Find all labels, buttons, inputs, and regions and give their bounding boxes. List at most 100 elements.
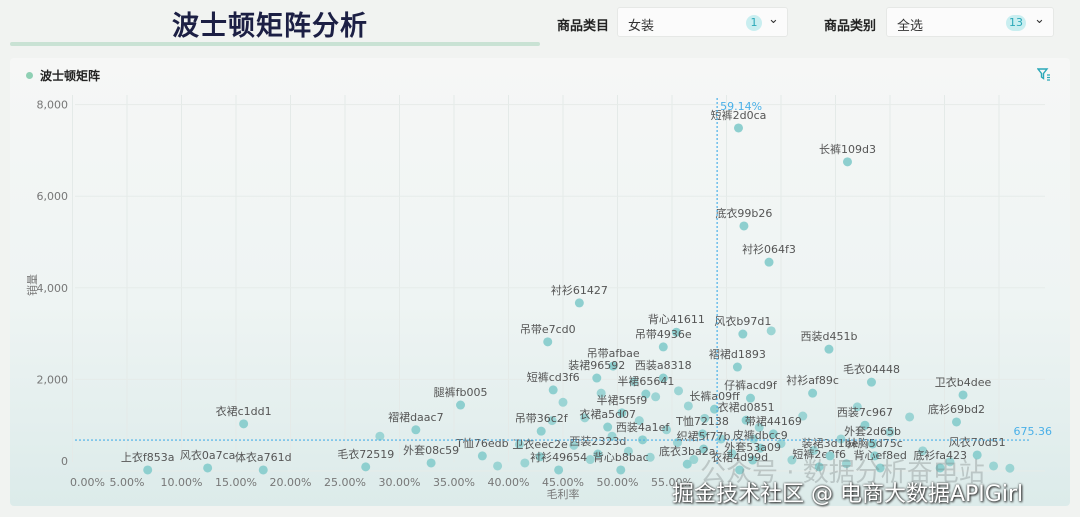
data-point-label: 短裤cd3f6 <box>527 370 580 384</box>
data-point-label: 卫衣b4dee <box>935 375 992 389</box>
data-point <box>768 429 778 439</box>
data-point <box>870 451 880 461</box>
category-filter-label: 商品类目 <box>557 19 610 34</box>
data-point <box>543 337 553 347</box>
data-point <box>885 427 895 437</box>
type-count-badge: 13 <box>1006 15 1026 31</box>
data-point <box>375 431 385 441</box>
data-point <box>732 362 742 372</box>
data-point-label: 底衣99b26 <box>715 206 772 220</box>
data-point <box>638 435 648 445</box>
chevron-down-icon[interactable]: ⌄ <box>1034 12 1045 27</box>
x-tick-label: 25.00% <box>324 476 366 489</box>
data-point <box>749 434 759 444</box>
watermark: 掘金技术社区 @ 电商大数据APIGirl <box>672 482 1024 507</box>
data-point <box>766 326 776 336</box>
data-point-label: 体衣a761d <box>235 450 292 464</box>
x-tick-label: 30.00% <box>379 476 421 489</box>
data-point <box>554 465 564 475</box>
x-tick-label: 55.00% <box>651 476 693 489</box>
data-point <box>918 446 928 456</box>
data-point <box>716 434 726 444</box>
data-point <box>548 385 558 395</box>
page-title: 波士顿矩阵分析 <box>172 11 368 42</box>
data-point <box>645 452 655 462</box>
card-title-dot <box>26 72 33 79</box>
x-tick-label: 20.00% <box>270 476 312 489</box>
data-point <box>739 221 749 231</box>
y-tick-label: 6,000 <box>37 190 69 203</box>
data-point <box>671 327 681 337</box>
data-point-label: 背心ef8ed <box>853 448 906 462</box>
data-point <box>852 402 862 412</box>
data-point-label: 半裙5f5f9 <box>596 393 647 407</box>
data-point-label: 衣裙c1dd1 <box>216 404 272 418</box>
type-select[interactable]: 全选 13 ⌄ <box>886 7 1054 37</box>
data-point <box>798 411 808 421</box>
filter-icon[interactable] <box>1037 67 1051 81</box>
data-point <box>958 390 968 400</box>
data-point <box>536 426 546 436</box>
data-point <box>738 329 748 339</box>
data-point <box>787 455 797 465</box>
data-point-label: 毛衣04448 <box>843 362 900 376</box>
data-point-label: 外套53a09 <box>724 441 781 454</box>
data-point <box>972 450 982 460</box>
data-point-label: 西装4a1ef <box>616 421 671 434</box>
data-point <box>634 416 644 426</box>
data-point <box>607 431 617 441</box>
x-tick-label: 40.00% <box>488 476 530 489</box>
data-point-label: 风衣0a7ca <box>180 448 236 462</box>
data-point <box>569 440 579 450</box>
data-point <box>989 461 999 471</box>
margin-average-label: 59.14% <box>720 100 762 113</box>
data-point <box>836 434 846 444</box>
data-point-label: 背心41611 <box>648 312 705 326</box>
data-point-label: 衬衫61427 <box>551 284 608 297</box>
y-tick-label: 4,000 <box>37 282 69 295</box>
data-point <box>603 422 613 432</box>
data-point-label: 外套2d65b <box>844 425 901 438</box>
data-point-label: 短裤2d0ca <box>711 108 767 122</box>
x-tick-label: 45.00% <box>542 476 584 489</box>
data-point-label: 吊带36c2f <box>515 412 569 425</box>
data-point <box>592 373 602 383</box>
data-point-label: 衣裙a5d07 <box>579 407 636 421</box>
data-point <box>580 413 590 423</box>
x-tick-label: 15.00% <box>215 476 257 489</box>
data-point <box>608 361 618 371</box>
data-point-label: 衣裙d0851 <box>718 400 775 414</box>
data-point <box>689 455 699 465</box>
data-point-label: 吊带afbae <box>587 347 640 360</box>
data-point <box>641 389 651 399</box>
data-point <box>824 344 834 354</box>
data-point-label: 风衣70d51 <box>949 435 1006 449</box>
data-point <box>733 123 743 133</box>
data-point-label: 带裙44169 <box>745 415 802 428</box>
y-tick-label: 8,000 <box>37 99 69 112</box>
data-point <box>814 462 824 472</box>
data-point <box>239 419 249 429</box>
data-point <box>860 420 870 430</box>
data-point-label: 外套08c59 <box>403 444 459 457</box>
data-point-label: 织裙5f77b <box>677 430 731 443</box>
data-point <box>623 446 633 456</box>
data-point <box>617 408 627 418</box>
data-point-label: 底衫fa423 <box>913 448 967 462</box>
category-select-value: 女装 <box>628 19 655 34</box>
data-point-label: 装裙96592 <box>568 359 625 372</box>
data-point <box>585 455 595 465</box>
data-point <box>754 422 764 432</box>
data-point-label: 半裙65641 <box>617 374 674 388</box>
data-point <box>143 465 153 475</box>
data-point <box>535 452 545 462</box>
data-point <box>203 463 213 473</box>
x-tick-label: 10.00% <box>161 476 203 489</box>
category-select[interactable]: 女装 1 ⌄ <box>617 7 788 37</box>
data-point <box>748 455 758 465</box>
y-axis-label: 销量 <box>25 274 39 296</box>
chevron-down-icon[interactable]: ⌄ <box>768 12 779 27</box>
data-point <box>698 429 708 439</box>
data-point <box>651 392 661 402</box>
